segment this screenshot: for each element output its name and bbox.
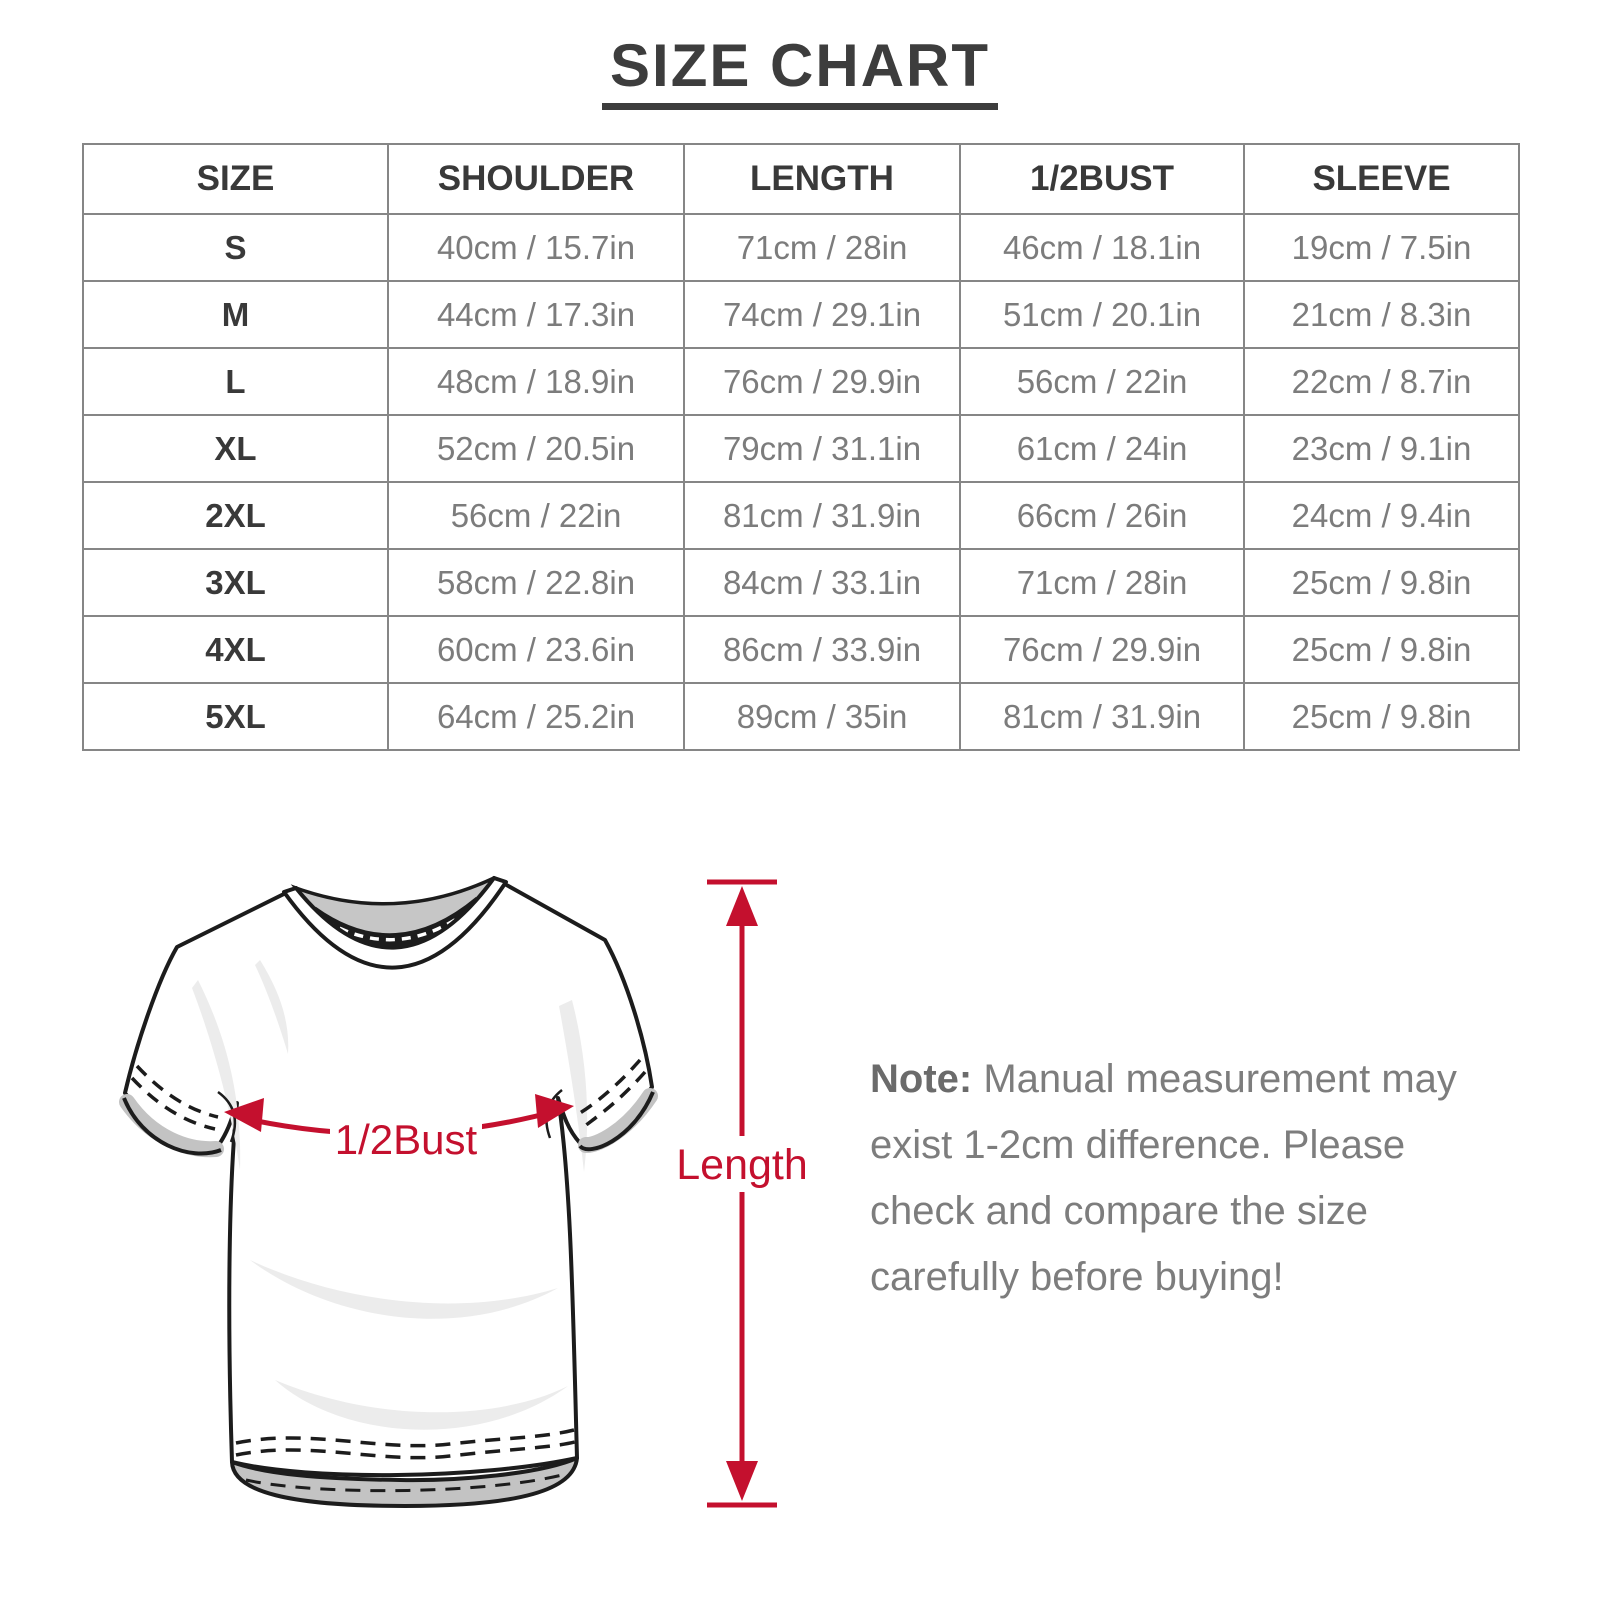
measurement-cell: 74cm / 29.1in (683, 280, 961, 349)
measurement-cell: 22cm / 8.7in (1243, 347, 1520, 416)
size-cell: L (82, 347, 389, 416)
size-cell: M (82, 280, 389, 349)
measurement-cell: 61cm / 24in (959, 414, 1245, 483)
measurement-cell: 56cm / 22in (959, 347, 1245, 416)
measurement-cell: 25cm / 9.8in (1243, 548, 1520, 617)
bottom-hem (230, 1428, 579, 1508)
size-cell: 2XL (82, 481, 389, 550)
size-cell: 4XL (82, 615, 389, 684)
collar-rib-band (282, 876, 508, 970)
tshirt-wrinkles (192, 960, 588, 1430)
measurement-cell: 25cm / 9.8in (1243, 682, 1520, 751)
measurement-cell: 40cm / 15.7in (387, 213, 685, 282)
measurement-cell: 66cm / 26in (959, 481, 1245, 550)
measurement-cell: 46cm / 18.1in (959, 213, 1245, 282)
measurement-cell: 84cm / 33.1in (683, 548, 961, 617)
measurement-cell: 60cm / 23.6in (387, 615, 685, 684)
size-cell: S (82, 213, 389, 282)
column-header-size: SIZE (82, 143, 389, 215)
page-title: SIZE CHART (602, 34, 998, 110)
column-header-sleeve: SLEEVE (1243, 143, 1520, 215)
measurement-cell: 71cm / 28in (959, 548, 1245, 617)
table-row: M 44cm / 17.3in 74cm / 29.1in 51cm / 20.1in… (82, 280, 1520, 349)
column-header-shoulder: SHOULDER (387, 143, 685, 215)
column-header-halfbust: 1/2BUST (959, 143, 1245, 215)
note-body: Manual measurement may exist 1-2cm diffe… (870, 1057, 1457, 1299)
table-row: 4XL 60cm / 23.6in 86cm / 33.9in 76cm / 29.9… (82, 615, 1520, 684)
note-text: Note: Manual measurement may exist 1-2cm… (870, 1046, 1490, 1310)
table-row: 3XL 58cm / 22.8in 84cm / 33.1in 71cm / 28in… (82, 548, 1520, 617)
size-cell: 3XL (82, 548, 389, 617)
left-cuff (119, 1064, 224, 1158)
measurement-cell: 79cm / 31.1in (683, 414, 961, 483)
page-title-wrap: SIZE CHART (0, 34, 1600, 110)
length-measure-arrow: Length (676, 879, 808, 1508)
size-table: SIZE SHOULDER LENGTH 1/2BUST SLEEVE S 40c… (82, 143, 1520, 751)
measurement-cell: 58cm / 22.8in (387, 548, 685, 617)
measurement-cell: 86cm / 33.9in (683, 615, 961, 684)
measurement-cell: 44cm / 17.3in (387, 280, 685, 349)
measurement-cell: 76cm / 29.9in (959, 615, 1245, 684)
measurement-cell: 64cm / 25.2in (387, 682, 685, 751)
table-row: L 48cm / 18.9in 76cm / 29.9in 56cm / 22in 22… (82, 347, 1520, 416)
measurement-cell: 76cm / 29.9in (683, 347, 961, 416)
measurement-cell: 21cm / 8.3in (1243, 280, 1520, 349)
table-row: 5XL 64cm / 25.2in 89cm / 35in 81cm / 31.9in… (82, 682, 1520, 751)
measurement-cell: 81cm / 31.9in (959, 682, 1245, 751)
bust-label: 1/2Bust (335, 1116, 478, 1163)
column-header-length: LENGTH (683, 143, 961, 215)
measurement-cell: 81cm / 31.9in (683, 481, 961, 550)
tshirt-measurement-diagram: 1/2Bust Length (119, 876, 808, 1508)
measurement-cell: 25cm / 9.8in (1243, 615, 1520, 684)
table-row: XL 52cm / 20.5in 79cm / 31.1in 61cm / 24in 2… (82, 414, 1520, 483)
right-cuff (578, 1058, 658, 1153)
size-cell: 5XL (82, 682, 389, 751)
note-label: Note: (870, 1057, 973, 1101)
measurement-cell: 89cm / 35in (683, 682, 961, 751)
measurement-cell: 71cm / 28in (683, 213, 961, 282)
measurement-cell: 51cm / 20.1in (959, 280, 1245, 349)
bust-measure-arrow: 1/2Bust (224, 1094, 574, 1163)
measurement-cell: 56cm / 22in (387, 481, 685, 550)
table-header-row: SIZE SHOULDER LENGTH 1/2BUST SLEEVE (82, 143, 1520, 215)
measurement-cell: 19cm / 7.5in (1243, 213, 1520, 282)
measurement-cell: 52cm / 20.5in (387, 414, 685, 483)
measurement-cell: 24cm / 9.4in (1243, 481, 1520, 550)
collar (282, 876, 508, 970)
length-label: Length (676, 1141, 808, 1189)
table-row: 2XL 56cm / 22in 81cm / 31.9in 66cm / 26in 24… (82, 481, 1520, 550)
size-cell: XL (82, 414, 389, 483)
measurement-cell: 48cm / 18.9in (387, 347, 685, 416)
table-row: S 40cm / 15.7in 71cm / 28in 46cm / 18.1in 19… (82, 213, 1520, 282)
measurement-cell: 23cm / 9.1in (1243, 414, 1520, 483)
